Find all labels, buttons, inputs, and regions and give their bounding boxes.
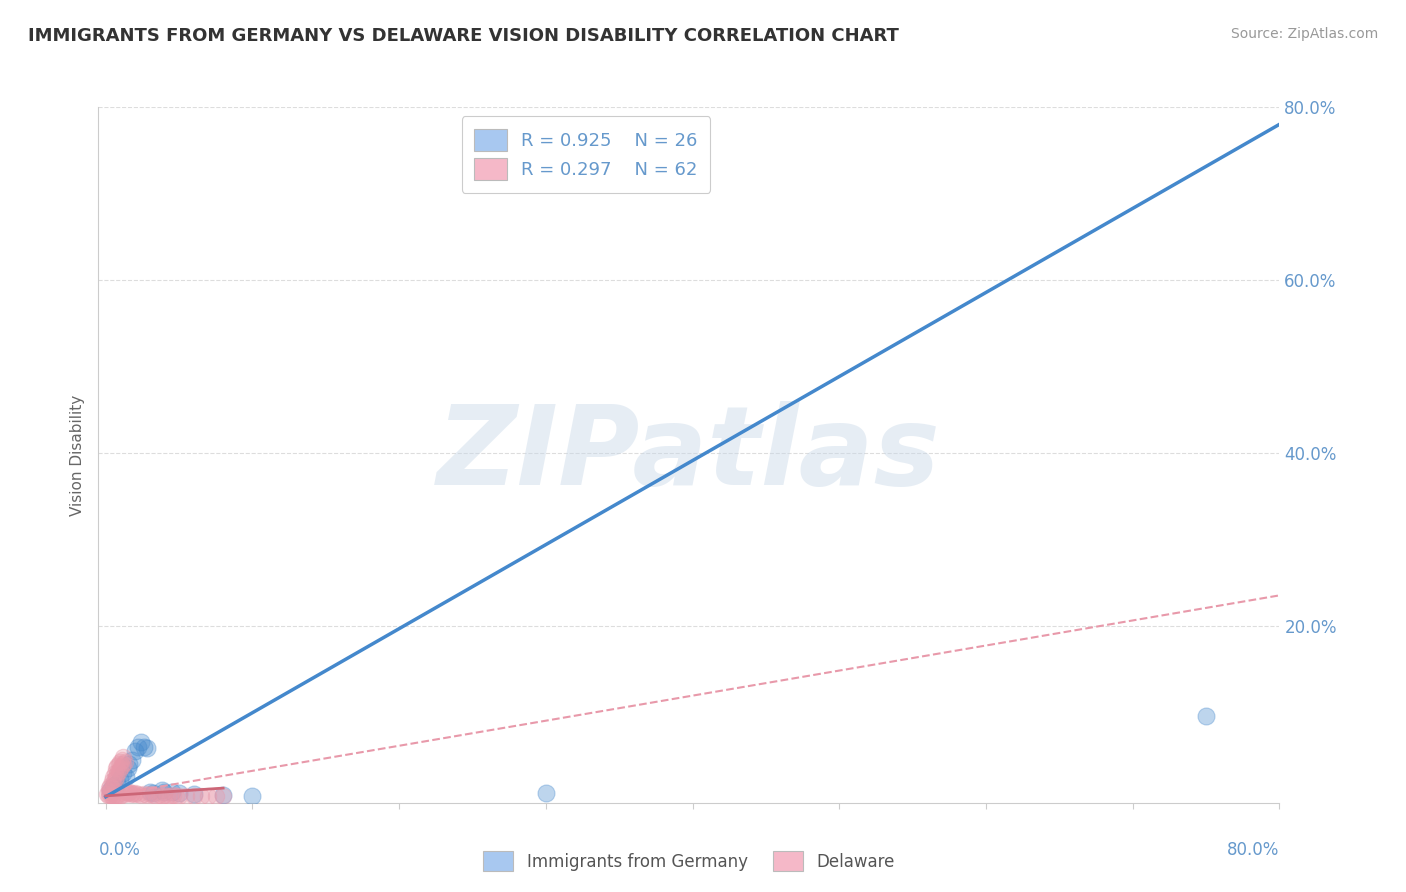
Point xyxy=(103,765,125,780)
Point xyxy=(100,781,122,796)
Point xyxy=(167,786,190,800)
Point xyxy=(160,785,183,799)
Point xyxy=(124,786,146,800)
Point xyxy=(183,789,205,803)
Point xyxy=(101,789,124,803)
Point xyxy=(212,788,235,802)
Point xyxy=(148,788,170,802)
Point xyxy=(101,776,124,790)
Point xyxy=(107,776,129,790)
Point xyxy=(1195,709,1218,723)
Point xyxy=(129,788,152,802)
Point xyxy=(183,787,205,801)
Point xyxy=(108,764,131,778)
Point xyxy=(197,789,219,803)
Point xyxy=(115,770,138,784)
Point xyxy=(107,765,129,780)
Point xyxy=(108,789,131,803)
Point xyxy=(98,782,121,797)
Text: IMMIGRANTS FROM GERMANY VS DELAWARE VISION DISABILITY CORRELATION CHART: IMMIGRANTS FROM GERMANY VS DELAWARE VISI… xyxy=(28,27,898,45)
Point xyxy=(97,784,120,798)
Point xyxy=(142,786,165,800)
Point xyxy=(100,789,122,803)
Point xyxy=(165,789,187,803)
Text: 80.0%: 80.0% xyxy=(1227,841,1279,859)
Point xyxy=(112,765,135,780)
Point xyxy=(103,772,125,787)
Point xyxy=(153,784,176,798)
Point xyxy=(139,784,162,798)
Point xyxy=(204,789,226,803)
Text: ZIPatlas: ZIPatlas xyxy=(437,401,941,508)
Legend: Immigrants from Germany, Delaware: Immigrants from Germany, Delaware xyxy=(477,845,901,878)
Point xyxy=(103,789,125,803)
Point xyxy=(112,756,135,771)
Point xyxy=(117,786,139,800)
Point xyxy=(132,787,155,801)
Point xyxy=(110,761,132,775)
Point xyxy=(124,744,146,758)
Point xyxy=(127,787,149,801)
Point xyxy=(98,779,121,793)
Point xyxy=(107,789,129,803)
Point xyxy=(122,787,145,801)
Point xyxy=(101,770,124,784)
Point xyxy=(135,788,157,802)
Y-axis label: Vision Disability: Vision Disability xyxy=(69,394,84,516)
Point xyxy=(159,789,181,803)
Point xyxy=(150,782,173,797)
Point xyxy=(135,741,157,756)
Point xyxy=(110,789,132,803)
Point xyxy=(111,753,134,767)
Point xyxy=(212,789,235,803)
Point xyxy=(132,739,155,754)
Point xyxy=(114,755,136,769)
Point xyxy=(105,761,128,775)
Point xyxy=(118,756,141,771)
Point xyxy=(162,788,184,802)
Point xyxy=(110,755,132,769)
Point xyxy=(120,787,142,801)
Point xyxy=(534,786,557,800)
Text: 0.0%: 0.0% xyxy=(98,841,141,859)
Point xyxy=(97,781,120,796)
Text: Source: ZipAtlas.com: Source: ZipAtlas.com xyxy=(1230,27,1378,41)
Point xyxy=(105,770,128,784)
Point xyxy=(107,758,129,772)
Point xyxy=(190,789,212,803)
Point xyxy=(167,789,190,803)
Point xyxy=(98,788,121,802)
Point xyxy=(142,788,165,802)
Point xyxy=(145,789,167,803)
Point xyxy=(98,782,121,797)
Point xyxy=(176,789,198,803)
Point xyxy=(103,781,125,796)
Point xyxy=(117,761,139,775)
Point xyxy=(114,787,136,801)
Point xyxy=(156,789,179,803)
Point xyxy=(129,735,152,749)
Point xyxy=(118,785,141,799)
Point xyxy=(127,739,149,754)
Point xyxy=(101,779,124,793)
Point xyxy=(121,786,143,800)
Point xyxy=(115,784,138,798)
Point xyxy=(139,787,162,801)
Point xyxy=(108,756,131,771)
Point xyxy=(112,750,135,764)
Point xyxy=(97,789,120,803)
Point xyxy=(110,772,132,787)
Point xyxy=(150,789,173,803)
Point xyxy=(153,788,176,802)
Point xyxy=(121,753,143,767)
Point xyxy=(111,758,134,772)
Point xyxy=(105,789,128,803)
Point xyxy=(96,787,118,801)
Point xyxy=(100,774,122,789)
Point xyxy=(242,789,264,803)
